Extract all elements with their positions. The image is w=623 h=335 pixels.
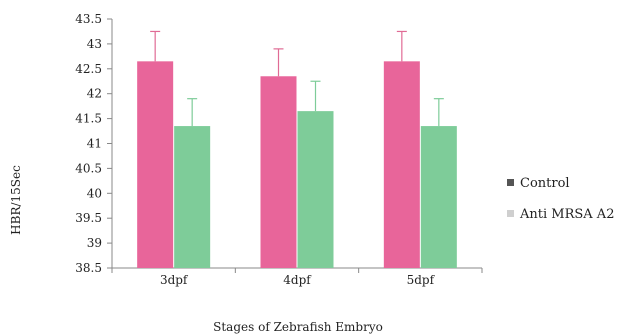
y-tick-label: 40 [87,186,102,200]
y-tick-label: 39.5 [75,211,102,225]
legend-marker-anti-mrsa-a2 [507,210,514,217]
y-tick-label: 40.5 [75,161,102,175]
x-tick-label: 5dpf [407,273,436,287]
legend-label-control: Control [520,176,570,191]
y-tick-label: 41.5 [75,112,102,126]
x-tick-label: 3dpf [160,273,189,287]
bars-group [137,61,457,269]
x-axis-label: Stages of Zebrafish Embryo [213,320,383,334]
legend: Control Anti MRSA A2 [507,176,614,222]
y-tick-label: 38.5 [75,261,102,275]
y-tick-label: 39 [87,236,102,250]
x-axis: 3dpf 4dpf 5dpf [111,267,483,287]
bar-anti-mrsa-a2-4dpf [297,111,334,268]
y-tick-label: 42.5 [75,62,102,76]
y-tick-label: 41 [87,137,102,151]
bar-control-3dpf [137,61,174,268]
legend-marker-control [507,179,514,186]
legend-label-anti-mrsa-a2: Anti MRSA A2 [519,207,614,222]
x-tick-label: 4dpf [283,273,312,287]
y-axis: 38.5 39 39.5 40 40.5 41 41.5 42 42.5 43 43.5 [75,12,113,275]
bar-control-5dpf [383,61,420,268]
y-tick-label: 43.5 [75,12,102,26]
y-tick-label: 43 [87,37,102,51]
y-tick-label: 42 [87,87,102,101]
bar-control-4dpf [260,76,297,269]
bar-anti-mrsa-a2-3dpf [174,126,211,268]
bar-anti-mrsa-a2-5dpf [420,126,457,268]
error-bars-group [150,30,444,127]
y-axis-label: HBR/15Sec [9,165,23,235]
